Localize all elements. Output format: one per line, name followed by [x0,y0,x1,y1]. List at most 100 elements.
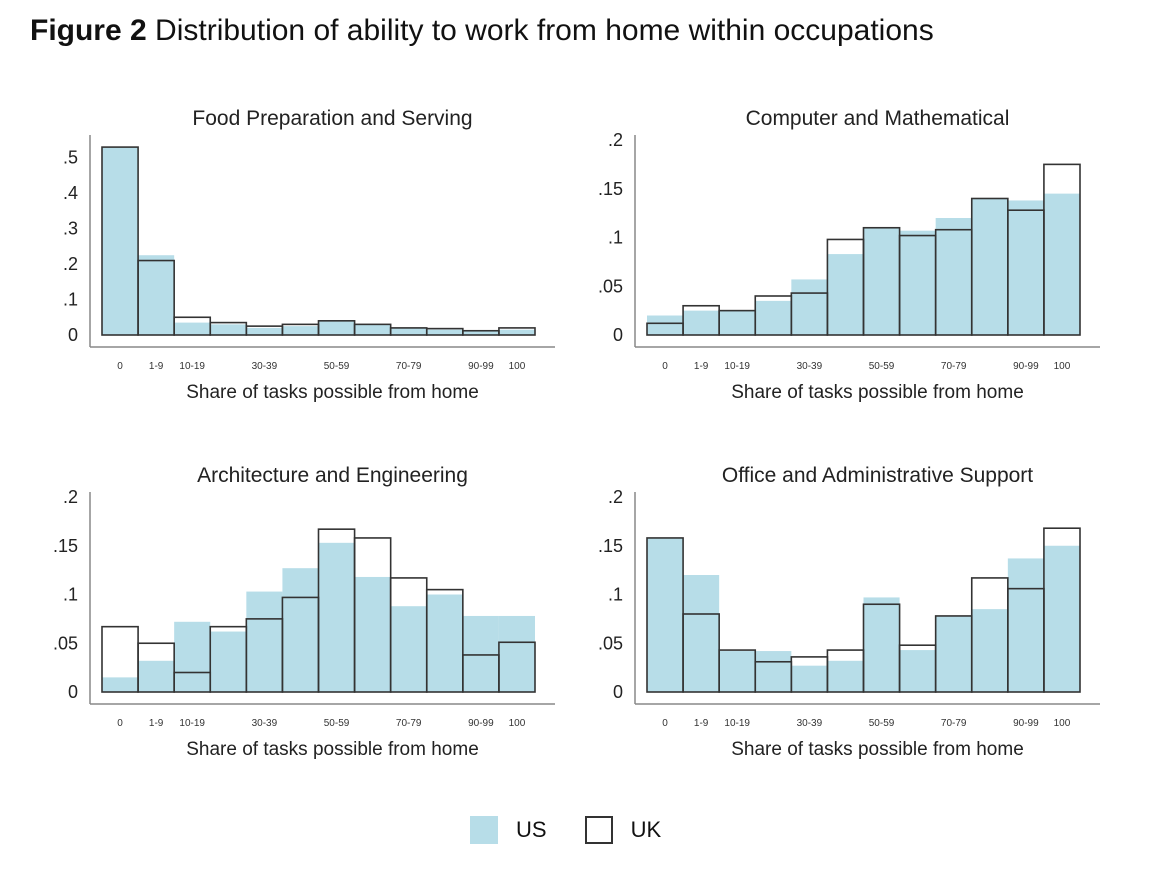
x-tick-label: 10-19 [724,718,750,729]
bar-us [935,615,972,692]
x-tick-label: 0 [662,361,668,372]
bar-us [1043,193,1080,335]
bar-us [138,660,175,692]
bar-us [647,537,684,692]
bar-us [462,331,499,335]
chart-computer-mathematical: Computer and Mathematical 0 .05 .1 .15 .2 0 1-9… [598,107,1100,403]
chart-title: Food Preparation and Serving [192,107,472,130]
bar-uk [498,327,536,336]
y-tick-label: 0 [613,325,623,345]
y-tick-label: .2 [608,130,623,150]
x-tick-label: 30-39 [252,361,278,372]
x-tick-label: 90-99 [468,718,494,729]
bar-us [791,279,828,335]
y-tick-label: .2 [63,487,78,507]
y-tick-label: .15 [598,536,623,556]
bar-us [683,310,720,335]
bar-us [210,324,247,335]
x-tick-label: 100 [509,361,526,372]
bar-us [246,327,283,335]
bar-us [138,255,175,335]
x-tick-label: 0 [662,718,668,729]
bar-us [755,300,792,335]
y-tick-label: .3 [63,219,78,239]
chart-title: Architecture and Engineering [197,464,468,487]
bar-us [426,329,463,335]
bar-us [899,650,936,692]
y-tick-label: .1 [63,585,78,605]
bar-us [719,310,756,335]
bar-us [318,320,355,335]
bar-us [827,254,864,335]
x-tick-label: 90-99 [1013,718,1039,729]
x-axis-label: Share of tasks possible from home [731,739,1024,760]
x-tick-label: 50-59 [869,361,895,372]
legend-label-us: US [516,817,547,842]
bar-us [863,227,900,335]
y-tick-label: .1 [608,585,623,605]
x-tick-label: 70-79 [396,361,422,372]
x-tick-label: 100 [1054,718,1071,729]
bar-us [1007,200,1044,335]
x-tick-label: 1-9 [149,361,164,372]
x-tick-label: 0 [117,718,123,729]
x-tick-label: 1-9 [694,718,709,729]
x-tick-label: 30-39 [797,361,823,372]
x-tick-label: 100 [509,718,526,729]
x-tick-label: 10-19 [179,718,205,729]
chart-office-administrative: Office and Administrative Support 0 .05 .1.… [598,464,1100,760]
bar-us [498,329,535,335]
bar-uk [1043,527,1081,693]
x-tick-label: 70-79 [941,718,967,729]
x-tick-label: 90-99 [1013,361,1039,372]
x-tick-label: 0 [117,361,123,372]
bar-us [863,597,900,692]
x-axis-label: Share of tasks possible from home [186,739,479,760]
bar-us [390,327,427,335]
x-tick-label: 70-79 [396,718,422,729]
legend-item-us: US [470,816,547,844]
x-tick-label: 50-59 [324,361,350,372]
x-tick-label: 100 [1054,361,1071,372]
bar-us [827,660,864,692]
x-tick-label: 1-9 [149,718,164,729]
y-tick-label: .15 [598,179,623,199]
figure-label: Figure 2 [30,14,147,47]
x-tick-label: 10-19 [724,361,750,372]
bar-us [899,230,936,335]
y-tick-label: .05 [53,633,78,653]
bar-us [246,591,283,692]
legend-swatch-us [470,816,498,844]
bar-uk [101,146,139,336]
x-axis-label: Share of tasks possible from home [186,382,479,403]
y-tick-label: 0 [68,325,78,345]
bar-us [390,606,427,692]
legend-item-uk: UK [584,816,662,844]
y-tick-label: .2 [608,487,623,507]
y-tick-label: .15 [53,536,78,556]
x-tick-label: 30-39 [797,718,823,729]
bar-us [282,568,319,692]
bar-us [1007,558,1044,692]
bar-us [971,609,1008,692]
figure-title-text: Distribution of ability to work from hom… [155,14,934,47]
bar-us [102,147,139,335]
bar-us [174,322,211,335]
bar-us [755,651,792,692]
x-tick-label: 1-9 [694,361,709,372]
bar-us [971,198,1008,335]
bar-us [282,326,319,335]
legend: US UK [470,816,699,844]
y-tick-label: .05 [598,633,623,653]
legend-label-uk: UK [630,817,662,842]
bar-us [647,315,684,335]
x-tick-label: 90-99 [468,361,494,372]
y-tick-label: 0 [68,682,78,702]
bar-us [174,621,211,692]
bar-us [791,665,828,692]
bar-us [318,542,355,692]
bar-us [354,576,391,692]
chart-title: Office and Administrative Support [722,464,1033,487]
bar-us [354,324,391,335]
y-tick-label: 0 [613,682,623,702]
